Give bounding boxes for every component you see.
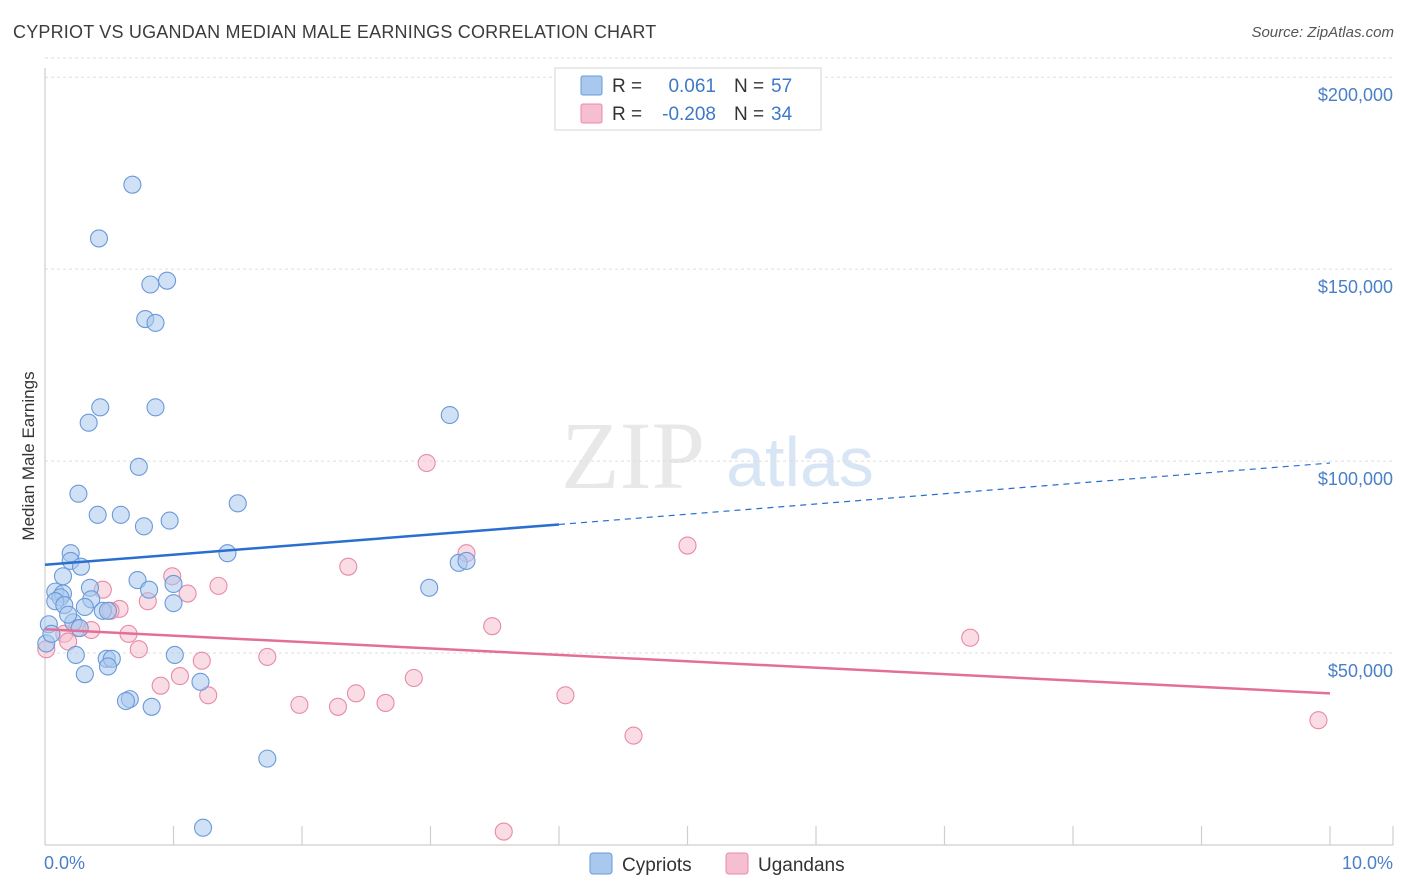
cypriot-point [165, 645, 184, 665]
x-tick-label-min: 0.0% [44, 853, 85, 873]
watermark-atlas: atlas [726, 423, 874, 501]
series-cypriots-points [37, 175, 476, 837]
cypriot-point [128, 571, 147, 590]
legend-swatch-cypriots [580, 75, 603, 96]
watermark-zip: ZIP [561, 402, 705, 509]
cypriot-point [420, 578, 439, 597]
cypriot-point [123, 175, 142, 194]
cypriot-point [129, 457, 148, 476]
ugandan-point [209, 576, 228, 595]
cypriot-point [228, 494, 247, 513]
cypriot-point [160, 511, 179, 530]
ugandan-point [376, 693, 395, 713]
legend-n-value-cypriots: 57 [771, 76, 792, 97]
ugandan-point [258, 647, 277, 666]
bottom-legend-swatch-ugandans [725, 852, 749, 875]
ugandan-point [417, 453, 436, 473]
cypriot-point [141, 275, 160, 294]
ugandan-point [290, 695, 309, 714]
ugandan-point [59, 632, 78, 651]
cypriot-point [98, 657, 118, 676]
y-tick-label: $200,000 [1318, 85, 1393, 105]
ugandan-point [961, 628, 980, 647]
gridlines [45, 57, 1393, 654]
ugandan-point [129, 640, 148, 659]
legend-n-label-ugandans: N = [734, 104, 764, 125]
stats-legend: R = 0.061 N = 57 R = -0.208 N = 34 [554, 67, 822, 131]
cypriot-point [88, 505, 107, 524]
cypriot-point [91, 398, 110, 417]
ugandan-point [404, 668, 423, 688]
y-tick-label: $50,000 [1328, 661, 1393, 681]
y-axis-title: Median Male Earnings [19, 371, 38, 540]
ugandan-point [339, 557, 358, 576]
cypriot-point [75, 665, 94, 684]
cypriot-point [79, 413, 98, 432]
legend-r-value-ugandans: -0.208 [662, 104, 716, 125]
cypriot-point [66, 645, 85, 665]
ugandan-point [170, 667, 189, 686]
cypriot-point [146, 313, 165, 332]
cypriot-point [191, 672, 210, 691]
ugandan-point [1309, 711, 1328, 730]
y-tick-label: $100,000 [1318, 469, 1393, 489]
ugandan-point [678, 536, 697, 555]
legend-r-label-ugandans: R = [612, 104, 642, 125]
ugandan-point [151, 676, 170, 695]
bottom-legend-swatch-cypriots [589, 852, 613, 875]
cypriot-point [70, 619, 89, 638]
ugandan-point [346, 684, 366, 703]
bottom-legend-label-ugandans: Ugandans [758, 855, 845, 876]
legend-swatch-ugandans [580, 103, 603, 124]
ugandan-point [328, 697, 348, 716]
legend-r-label-cypriots: R = [612, 76, 642, 97]
series-ugandans-points [37, 453, 1328, 841]
cypriot-point [134, 517, 153, 536]
cypriot-point [258, 749, 277, 768]
series-legend: Cypriots Ugandans [589, 852, 845, 876]
cypriot-point [116, 691, 136, 711]
x-axis-ticks [172, 826, 1394, 845]
y-axis-labels: $50,000 $100,000 $150,000 $200,000 [1318, 85, 1393, 681]
y-tick-label: $150,000 [1318, 277, 1393, 297]
cypriot-point [111, 505, 130, 524]
watermark: ZIP atlas [561, 402, 874, 509]
cypriot-point [69, 484, 88, 503]
ugandan-point [178, 584, 197, 603]
bottom-legend-label-cypriots: Cypriots [622, 855, 692, 876]
cypriot-point [158, 271, 177, 290]
cypriot-point [75, 597, 94, 617]
ugandan-point [624, 726, 643, 745]
trend-line-cypriots [44, 523, 560, 566]
cypriot-point [194, 818, 213, 837]
cypriot-point [218, 544, 237, 563]
cypriot-point [142, 697, 161, 716]
trend-lines [44, 462, 1331, 695]
cypriot-point [146, 398, 165, 417]
ugandan-point [192, 651, 211, 670]
cypriot-point [98, 601, 118, 620]
cypriot-point [53, 567, 73, 586]
legend-n-value-ugandans: 34 [771, 104, 793, 125]
cypriot-point [59, 605, 78, 624]
cypriot-point [42, 624, 61, 643]
chart-title: CYPRIOT VS UGANDAN MEDIAN MALE EARNINGS … [13, 22, 657, 42]
ugandan-point [494, 822, 513, 841]
trend-line-cypriots-extension [558, 462, 1331, 526]
cypriot-point [140, 580, 159, 599]
cypriot-point [89, 229, 109, 248]
cypriot-point [164, 574, 183, 593]
cypriot-point [457, 551, 476, 570]
source-credit: Source: ZipAtlas.com [1251, 24, 1394, 41]
ugandan-point [556, 686, 575, 705]
legend-n-label-cypriots: N = [734, 76, 764, 97]
cypriot-point [440, 405, 459, 425]
legend-r-value-cypriots: 0.061 [668, 76, 716, 97]
trend-line-ugandans [44, 627, 1331, 695]
cypriot-point [164, 594, 183, 613]
ugandan-point [483, 617, 502, 636]
ugandan-point [199, 686, 218, 705]
x-tick-label-max: 10.0% [1342, 853, 1393, 873]
